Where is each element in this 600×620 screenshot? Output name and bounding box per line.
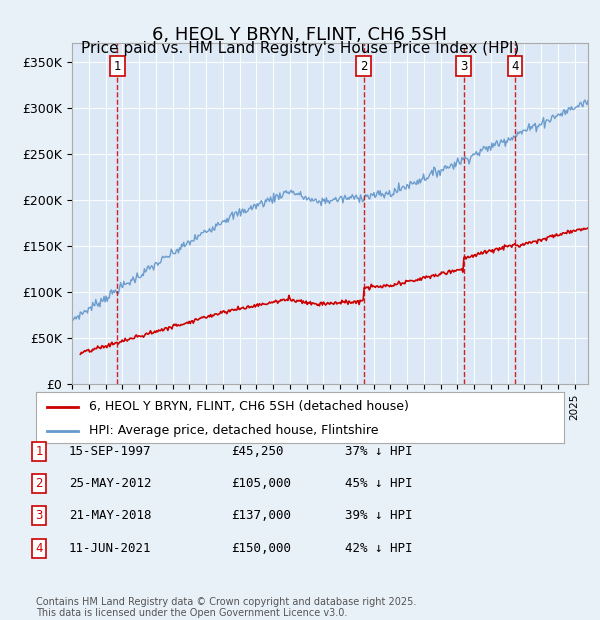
Text: 21-MAY-2018: 21-MAY-2018 xyxy=(69,510,151,522)
Text: 37% ↓ HPI: 37% ↓ HPI xyxy=(345,445,413,458)
Text: 4: 4 xyxy=(511,60,519,73)
Text: 11-JUN-2021: 11-JUN-2021 xyxy=(69,542,151,554)
Text: 4: 4 xyxy=(35,542,43,554)
Text: £150,000: £150,000 xyxy=(231,542,291,554)
Text: 39% ↓ HPI: 39% ↓ HPI xyxy=(345,510,413,522)
Text: Price paid vs. HM Land Registry's House Price Index (HPI): Price paid vs. HM Land Registry's House … xyxy=(81,41,519,56)
Text: 42% ↓ HPI: 42% ↓ HPI xyxy=(345,542,413,554)
Text: 2: 2 xyxy=(35,477,43,490)
Text: 6, HEOL Y BRYN, FLINT, CH6 5SH (detached house): 6, HEOL Y BRYN, FLINT, CH6 5SH (detached… xyxy=(89,400,409,413)
Text: 3: 3 xyxy=(460,60,467,73)
Text: Contains HM Land Registry data © Crown copyright and database right 2025.
This d: Contains HM Land Registry data © Crown c… xyxy=(36,596,416,618)
Text: 15-SEP-1997: 15-SEP-1997 xyxy=(69,445,151,458)
Text: HPI: Average price, detached house, Flintshire: HPI: Average price, detached house, Flin… xyxy=(89,424,379,437)
Text: £45,250: £45,250 xyxy=(231,445,284,458)
Text: 25-MAY-2012: 25-MAY-2012 xyxy=(69,477,151,490)
Text: 45% ↓ HPI: 45% ↓ HPI xyxy=(345,477,413,490)
Text: 3: 3 xyxy=(35,510,43,522)
Text: 6, HEOL Y BRYN, FLINT, CH6 5SH: 6, HEOL Y BRYN, FLINT, CH6 5SH xyxy=(152,26,448,44)
Text: 1: 1 xyxy=(113,60,121,73)
Text: £105,000: £105,000 xyxy=(231,477,291,490)
Text: 1: 1 xyxy=(35,445,43,458)
Text: 2: 2 xyxy=(360,60,367,73)
Text: £137,000: £137,000 xyxy=(231,510,291,522)
